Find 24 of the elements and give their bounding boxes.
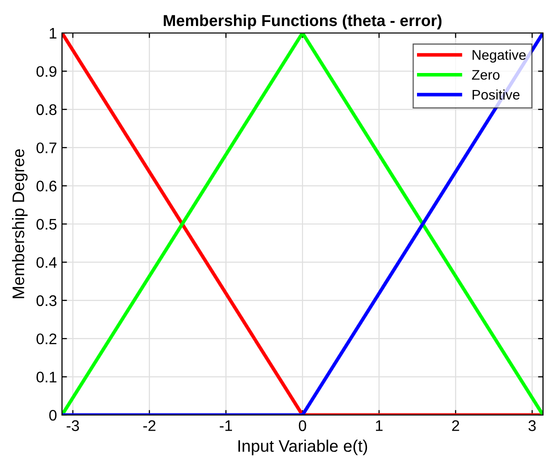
y-tick-label: 0 xyxy=(49,410,57,421)
y-tick-label: 0.5 xyxy=(36,218,56,230)
legend-label: Negative xyxy=(472,50,526,63)
chart-title: Membership Functions (theta - error) xyxy=(164,14,442,30)
y-tick-label: 0.8 xyxy=(36,104,56,116)
y-tick-label: 0.2 xyxy=(36,333,56,344)
x-tick-label: -3 xyxy=(66,420,79,432)
y-tick-label: 0.9 xyxy=(36,66,56,77)
y-tick-label: 0.7 xyxy=(36,142,56,154)
legend-label: Zero xyxy=(472,70,500,80)
y-tick-label: 0.3 xyxy=(36,295,56,306)
x-tick-label: 3 xyxy=(528,420,536,432)
x-tick-label: 1 xyxy=(376,420,383,431)
y-tick-label: 0.4 xyxy=(36,257,57,268)
x-tick-label: -1 xyxy=(220,420,232,431)
x-tick-label: -2 xyxy=(143,420,156,431)
x-tick-label: 2 xyxy=(452,420,460,431)
y-tick-label: 1 xyxy=(50,28,56,39)
x-axis-title: Input Variable e(t) xyxy=(238,440,368,456)
y-tick-label: 0.1 xyxy=(36,372,56,382)
x-tick-label: 0 xyxy=(298,420,306,432)
y-tick-label: 0.6 xyxy=(36,180,56,192)
y-axis-title: Membership Degree xyxy=(12,149,28,298)
legend-label: Positive xyxy=(472,89,520,100)
